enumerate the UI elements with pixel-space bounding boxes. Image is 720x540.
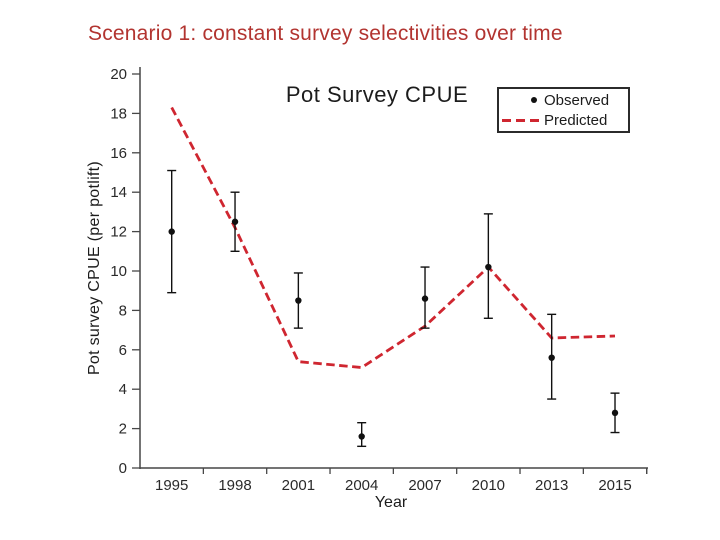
dashed-line-icon: [502, 118, 544, 122]
x-tick-label: 1995: [155, 477, 188, 494]
slide-title: Scenario 1: constant survey selectivitie…: [88, 22, 563, 45]
legend-row-predicted: Predicted: [502, 110, 625, 130]
y-tick-label: 2: [119, 421, 127, 438]
y-tick-label: 12: [110, 224, 127, 241]
legend-marker-observed: [502, 97, 544, 103]
observed-point: [295, 297, 302, 304]
observed-point: [168, 228, 175, 235]
legend-label-observed: Observed: [544, 91, 610, 109]
x-tick-label: 2001: [282, 477, 315, 494]
x-tick-label: 2004: [345, 477, 378, 494]
observed-point: [611, 409, 619, 417]
observed-point: [485, 263, 492, 271]
y-tick-label: 20: [110, 66, 127, 83]
x-tick-label: 2015: [598, 477, 631, 494]
dot-icon: [531, 97, 537, 103]
observed-point: [548, 354, 555, 361]
observed-point: [421, 295, 429, 302]
y-tick-label: 10: [110, 263, 127, 280]
x-tick-label: 2013: [535, 477, 568, 494]
chart-title: Pot Survey CPUE: [285, 82, 469, 107]
y-tick-label: 8: [119, 302, 127, 319]
x-tick-label: 1998: [218, 477, 251, 494]
y-tick-label: 18: [110, 105, 127, 122]
y-tick-label: 14: [110, 184, 127, 201]
x-tick-label: 2007: [408, 477, 441, 494]
y-tick-label: 16: [110, 145, 127, 162]
legend-marker-predicted: [502, 118, 544, 122]
x-tick-label: 2010: [472, 477, 505, 494]
y-tick-label: 0: [119, 460, 127, 477]
legend-label-predicted: Predicted: [544, 111, 608, 129]
y-tick-label: 4: [119, 381, 127, 398]
x-axis-title: Year: [374, 494, 408, 511]
chart-legend: Observed Predicted: [497, 87, 630, 133]
observed-point: [358, 433, 365, 440]
predicted-line: [170, 106, 616, 369]
y-tick-label: 6: [119, 342, 127, 359]
legend-row-observed: Observed: [502, 90, 625, 110]
y-axis-title: Pot survey CPUE (per potlift): [86, 160, 103, 376]
observed-point: [231, 218, 239, 225]
